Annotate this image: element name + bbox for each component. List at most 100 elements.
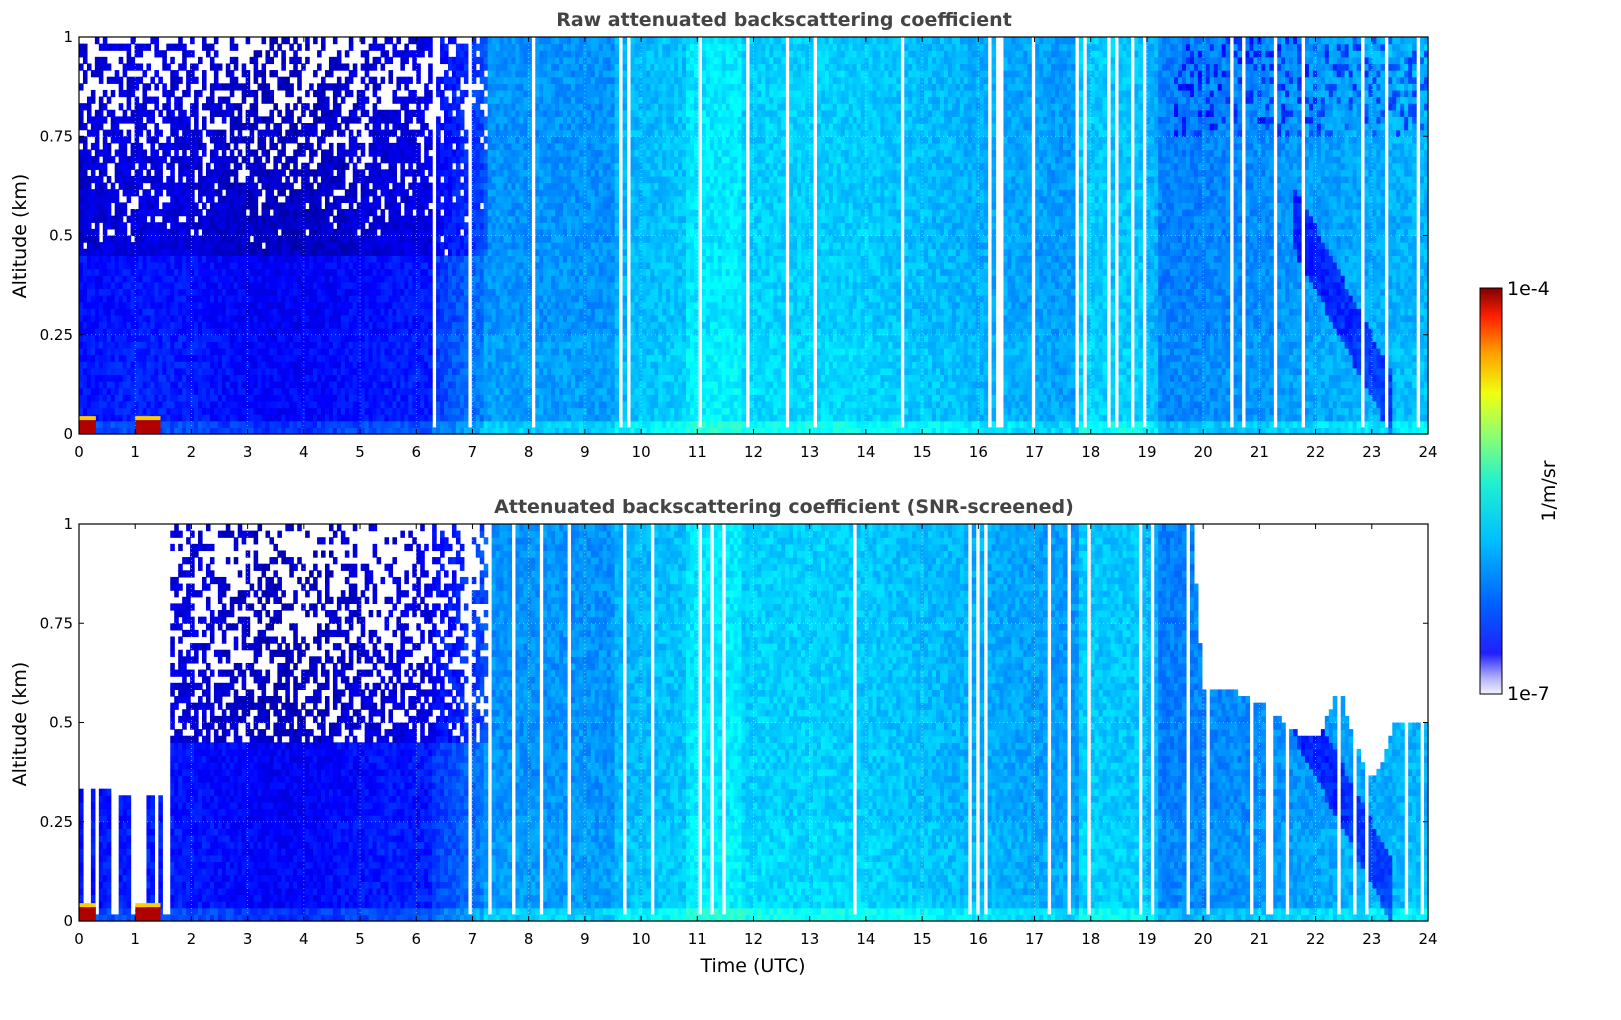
heatmap-cell [90, 407, 96, 415]
heatmap-cell [332, 361, 338, 369]
heatmap-cell [344, 381, 350, 389]
heatmap-cell [356, 129, 362, 137]
heatmap-cell [249, 295, 255, 303]
heatmap-cell [447, 156, 453, 164]
heatmap-cell [384, 400, 390, 409]
heatmap-cell [364, 347, 370, 356]
heatmap-cell [364, 275, 370, 283]
heatmap-cell [146, 361, 152, 369]
heatmap-cell [269, 334, 275, 342]
heatmap-cell [154, 248, 159, 256]
heatmap-cell [475, 136, 481, 144]
heatmap-cell [194, 420, 199, 428]
heatmap-cell [340, 354, 346, 362]
heatmap-cell [336, 427, 342, 435]
heatmap-cell [138, 321, 144, 329]
heatmap-cell [317, 83, 322, 91]
heatmap-cell [340, 149, 346, 157]
heatmap-cell [412, 288, 417, 296]
heatmap-cell [317, 63, 322, 71]
heatmap-cell [451, 235, 457, 243]
heatmap-cell [209, 400, 215, 409]
heatmap-cell [94, 387, 100, 395]
heatmap-cell [154, 202, 159, 210]
heatmap-cell [221, 314, 227, 323]
heatmap-cell [86, 275, 92, 283]
heatmap-cell [94, 314, 100, 323]
heatmap-cell [237, 268, 243, 276]
heatmap-cell [289, 70, 294, 78]
heatmap-cell [162, 308, 167, 316]
heatmap-cell [471, 142, 477, 151]
heatmap-cell [79, 394, 84, 402]
heatmap-cell [344, 394, 350, 402]
heatmap-cell [158, 314, 163, 323]
heatmap-cell [138, 268, 144, 276]
heatmap-cell [229, 374, 235, 382]
heatmap-cell [126, 182, 132, 190]
heatmap-cell [269, 202, 275, 210]
heatmap-cell [317, 202, 322, 210]
heatmap-cell [162, 142, 167, 151]
heatmap-cell [328, 407, 334, 415]
heatmap-cell [186, 116, 191, 124]
heatmap-cell [106, 209, 112, 217]
heatmap-cell [261, 182, 267, 190]
heatmap-cell [416, 202, 421, 210]
heatmap-cell [348, 248, 354, 256]
heatmap-cell [102, 129, 108, 137]
heatmap-cell [360, 288, 366, 296]
heatmap-cell [261, 281, 267, 290]
heatmap-cell [305, 347, 310, 356]
heatmap-cell [420, 222, 425, 230]
heatmap-cell [451, 414, 457, 422]
heatmap-cell [217, 367, 223, 376]
heatmap-cell [102, 136, 108, 144]
heatmap-cell [293, 123, 298, 131]
heatmap-cell [440, 43, 445, 51]
heatmap-cell [324, 156, 330, 164]
heatmap-cell [400, 314, 405, 323]
heatmap-cell [245, 195, 251, 204]
heatmap-cell [130, 341, 136, 349]
heatmap-cell [202, 261, 207, 270]
heatmap-cell [309, 123, 314, 131]
heatmap-cell [321, 420, 326, 428]
heatmap-cell [237, 215, 243, 223]
heatmap-cell [86, 308, 92, 316]
heatmap-cell [463, 70, 469, 78]
heatmap-cell [194, 394, 199, 402]
heatmap-cell [340, 427, 346, 435]
heatmap-cell [265, 367, 271, 376]
heatmap-cell [249, 387, 255, 395]
heatmap-cell [404, 149, 409, 157]
heatmap-cell [436, 175, 441, 184]
heatmap-cell [328, 116, 334, 124]
heatmap-cell [118, 103, 124, 111]
heatmap-cell [479, 109, 485, 117]
heatmap-cell [217, 381, 223, 389]
heatmap-cell [428, 189, 433, 197]
heatmap-cell [285, 76, 290, 84]
heatmap-cell [134, 367, 140, 376]
heatmap-cell [340, 301, 346, 309]
heatmap-cell [202, 374, 207, 382]
heatmap-cell [142, 354, 148, 362]
heatmap-cell [376, 96, 382, 104]
heatmap-cell [178, 162, 183, 170]
heatmap-cell [471, 70, 477, 78]
heatmap-cell [420, 334, 425, 342]
heatmap-cell [313, 301, 318, 309]
heatmap-cell [463, 50, 469, 58]
heatmap-cell [86, 195, 92, 204]
heatmap-cell [94, 394, 100, 402]
heatmap-cell [447, 109, 453, 117]
heatmap-cell [221, 142, 227, 151]
heatmap-cell [428, 354, 433, 362]
heatmap-cell [146, 281, 152, 290]
heatmap-cell [459, 381, 465, 389]
heatmap-cell [332, 295, 338, 303]
heatmap-cell [249, 414, 255, 422]
heatmap-cell [368, 295, 374, 303]
heatmap-cell [213, 321, 219, 329]
